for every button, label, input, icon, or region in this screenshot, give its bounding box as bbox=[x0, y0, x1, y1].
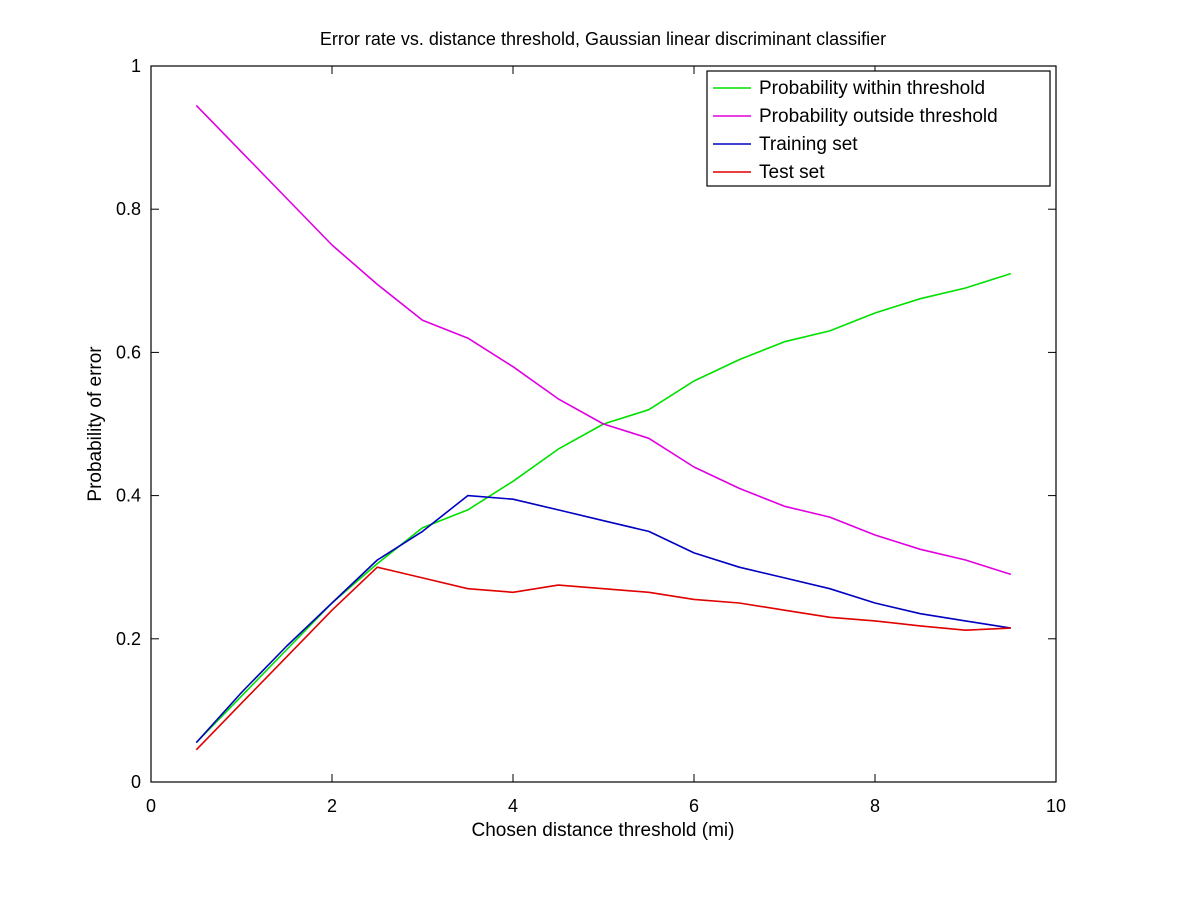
y-tick-label: 0.6 bbox=[116, 342, 141, 362]
legend-box bbox=[706, 70, 1051, 187]
y-tick-label: 1 bbox=[131, 56, 141, 76]
chart-title: Error rate vs. distance threshold, Gauss… bbox=[320, 29, 886, 49]
y-axis-label: Probability of error bbox=[85, 346, 106, 502]
x-axis-label: Chosen distance threshold (mi) bbox=[472, 820, 735, 841]
y-tick-label: 0.8 bbox=[116, 199, 141, 219]
legend-label-probability-within-threshold: Probability within threshold bbox=[759, 78, 985, 99]
x-tick-label: 8 bbox=[870, 796, 880, 816]
series-line-training-set bbox=[195, 494, 1011, 744]
x-tick-label: 2 bbox=[327, 796, 337, 816]
x-tick-label: 10 bbox=[1046, 796, 1066, 816]
y-tick-label: 0.4 bbox=[116, 486, 141, 506]
legend-label-probability-outside-threshold: Probability outside threshold bbox=[759, 106, 998, 127]
series-line-probability-within-threshold bbox=[195, 272, 1012, 744]
plot-frame bbox=[150, 65, 1057, 783]
y-tick-label: 0 bbox=[131, 772, 141, 792]
legend-label-test-set: Test set bbox=[759, 162, 825, 183]
series-line-probability-outside-threshold bbox=[195, 104, 1012, 576]
legend: Probability within threshold Probability … bbox=[706, 70, 1051, 187]
series-line-test-set bbox=[195, 566, 1011, 751]
x-tick-label: 0 bbox=[146, 796, 156, 816]
legend-label-training-set: Training set bbox=[759, 134, 858, 155]
y-tick-label: 0.2 bbox=[116, 629, 141, 649]
x-tick-label: 4 bbox=[508, 796, 518, 816]
x-tick-label: 6 bbox=[689, 796, 699, 816]
